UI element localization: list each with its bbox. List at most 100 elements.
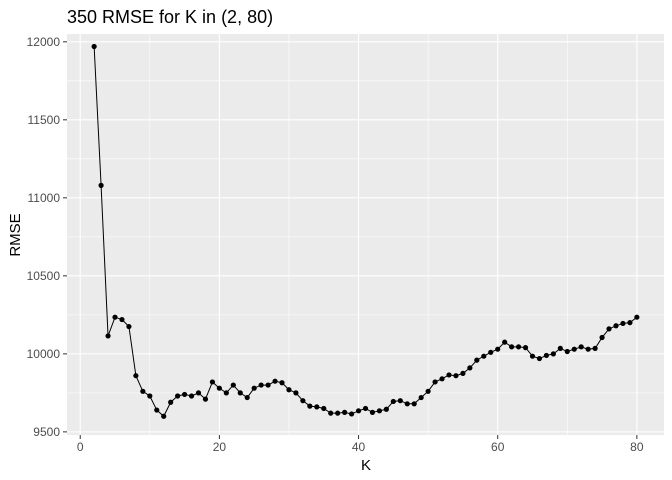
- data-point: [98, 182, 104, 188]
- data-point: [571, 346, 577, 352]
- minor-gridlines: [67, 34, 664, 435]
- data-point: [599, 334, 605, 341]
- data-point: [119, 316, 125, 323]
- data-point: [154, 407, 160, 413]
- data-point: [404, 401, 410, 407]
- data-point: [425, 388, 431, 394]
- data-point: [237, 390, 243, 396]
- y-axis: 9500 10000 10500 11000 11500 12000: [27, 35, 67, 439]
- data-point: [251, 385, 257, 391]
- data-point: [522, 345, 529, 351]
- major-gridlines: [67, 34, 664, 435]
- data-point: [362, 405, 369, 412]
- data-point: [418, 394, 424, 401]
- data-point: [265, 382, 271, 388]
- data-point: [460, 370, 466, 376]
- data-point: [355, 408, 362, 414]
- data-point: [502, 339, 508, 345]
- y-tick-label: 9500: [33, 425, 60, 439]
- data-point: [488, 349, 494, 355]
- data-point: [91, 43, 97, 50]
- data-point: [411, 401, 417, 407]
- data-point: [272, 378, 278, 384]
- y-tick-label: 10500: [27, 269, 61, 283]
- data-point: [613, 323, 619, 329]
- x-tick-label: 20: [213, 440, 227, 454]
- data-point: [335, 410, 341, 416]
- x-axis: 0 20 40 60 80: [77, 435, 644, 454]
- y-tick-label: 11000: [28, 191, 61, 205]
- data-point: [209, 379, 216, 385]
- data-point: [515, 344, 522, 350]
- data-point: [279, 380, 285, 386]
- data-point: [105, 333, 111, 339]
- data-point: [342, 409, 348, 415]
- data-point: [188, 393, 195, 399]
- data-point: [216, 385, 222, 391]
- data-point: [397, 398, 403, 404]
- data-point: [634, 314, 640, 320]
- data-point: [300, 398, 306, 404]
- y-tick-label: 11500: [28, 113, 61, 127]
- data-point: [258, 382, 264, 388]
- data-point: [133, 373, 139, 379]
- data-point: [446, 372, 452, 378]
- data-point: [620, 320, 626, 327]
- data-point: [467, 365, 473, 371]
- y-tick-label: 12000: [27, 35, 61, 49]
- data-point: [481, 353, 487, 359]
- data-point: [432, 379, 438, 385]
- data-point: [390, 398, 396, 405]
- y-axis-label: RMSE: [7, 213, 24, 256]
- data-point: [543, 352, 550, 359]
- data-point: [495, 346, 501, 352]
- data-point: [202, 396, 209, 402]
- data-point: [369, 409, 376, 415]
- data-point: [557, 345, 563, 351]
- data-point: [293, 390, 299, 396]
- data-point: [328, 410, 334, 416]
- series-group: [91, 43, 640, 419]
- data-point: [550, 351, 556, 357]
- data-point: [536, 355, 543, 362]
- data-point: [140, 388, 146, 394]
- data-point: [314, 404, 320, 410]
- data-point: [175, 393, 181, 399]
- data-point: [244, 394, 250, 401]
- data-point: [195, 390, 202, 396]
- data-point: [161, 413, 167, 419]
- data-point: [627, 320, 633, 326]
- data-point: [126, 323, 132, 330]
- data-point: [307, 403, 313, 409]
- data-point: [592, 345, 598, 351]
- data-point: [376, 408, 383, 414]
- x-tick-label: 80: [630, 440, 644, 454]
- data-point: [112, 314, 118, 320]
- data-point: [321, 405, 327, 412]
- data-point: [223, 390, 229, 396]
- data-point: [348, 411, 355, 417]
- data-point: [606, 326, 612, 332]
- data-point: [286, 387, 292, 393]
- x-tick-label: 40: [352, 440, 366, 454]
- plot-panel: [67, 34, 664, 435]
- data-point: [168, 399, 174, 405]
- data-point: [439, 376, 445, 382]
- data-point: [474, 357, 480, 363]
- chart-title: 350 RMSE for K in (2, 80): [67, 7, 273, 27]
- data-point: [564, 348, 570, 355]
- x-tick-label: 60: [491, 440, 505, 454]
- data-point: [230, 382, 236, 388]
- data-point: [147, 393, 153, 399]
- data-point: [453, 373, 459, 379]
- data-point: [383, 406, 389, 412]
- data-point: [529, 353, 536, 359]
- y-tick-label: 10000: [27, 347, 61, 361]
- data-point: [578, 344, 584, 350]
- data-point: [181, 391, 188, 398]
- data-point: [585, 346, 591, 352]
- x-tick-label: 0: [77, 440, 84, 454]
- x-axis-label: K: [361, 457, 371, 474]
- data-point: [509, 344, 515, 350]
